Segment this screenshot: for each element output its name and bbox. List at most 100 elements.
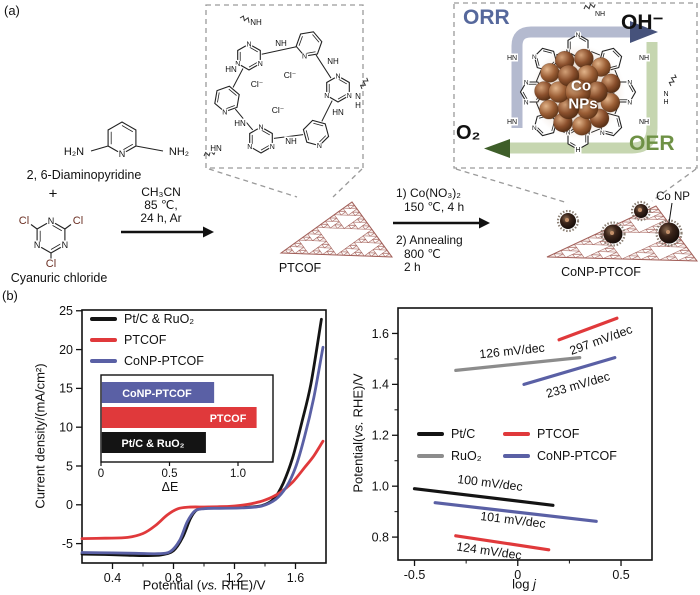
fractal-cell <box>318 237 328 242</box>
fractal-cell <box>583 240 594 246</box>
fractal-cell <box>336 224 345 229</box>
co-np-highlight <box>638 208 642 212</box>
tafel-xlabel-j: j <box>533 576 536 592</box>
inset-terminal-h: H <box>663 99 668 106</box>
inset-nh-label: HN <box>507 55 517 62</box>
oer-arrowhead <box>484 139 510 158</box>
orr-arrow-band <box>511 26 630 128</box>
circle-gfx <box>256 59 264 68</box>
line-gfx <box>234 108 254 131</box>
line-gfx <box>260 144 270 151</box>
panel-b-label: (b) <box>2 288 18 303</box>
dashed-line <box>208 168 298 198</box>
fractal-cell <box>312 247 321 252</box>
atom-n-label: N <box>600 130 605 137</box>
macrocycle-box <box>205 4 364 169</box>
step1-condition-solvent: CH₃CN <box>141 185 181 199</box>
line-gfx <box>225 105 235 110</box>
legend-label-ptc-ruo2: Pt/C & RuO₂ <box>124 312 195 326</box>
co-np-highlight <box>666 230 670 234</box>
orr-arrowhead <box>630 21 658 43</box>
chloride-label: Cl⁻ <box>284 70 297 80</box>
fractal-cell <box>357 235 367 240</box>
circle-gfx <box>300 52 309 60</box>
reaction-arrowhead <box>203 226 214 238</box>
step1-condition-temp: 85 ℃, <box>144 198 178 212</box>
line-gfx <box>612 50 620 58</box>
line-gfx <box>305 51 316 54</box>
co-cluster-sphere <box>565 79 591 105</box>
y-tick-label: 20 <box>59 343 73 357</box>
fractal-cell <box>329 224 338 229</box>
circle-gfx <box>323 91 331 100</box>
fractal-cell <box>644 249 655 254</box>
fractal-cell <box>360 238 369 244</box>
fractal-cell <box>357 225 366 230</box>
inset-bar-pt-c-ruo- <box>101 432 206 453</box>
fractal-cell <box>326 247 335 252</box>
circle-gfx <box>530 124 538 131</box>
line-gfx <box>248 61 258 68</box>
atom-n-label: N <box>48 216 55 226</box>
fractal-cell <box>645 225 656 230</box>
line-gfx <box>522 91 528 100</box>
tafel-line-conp-ptcof-orr <box>433 501 598 523</box>
lsv-xlabel-part2: RHE)/V <box>217 577 266 593</box>
fractal-cell <box>604 244 615 249</box>
legend-swatch-ptc-ruo2 <box>90 317 117 321</box>
circle-gfx <box>246 142 254 151</box>
inset-bar-label: PTCOF <box>210 413 247 425</box>
bridge-nh-label: HN <box>234 119 246 128</box>
bridge-nh-label: HN <box>225 65 237 74</box>
co-np-highlight <box>565 218 569 222</box>
line-gfx <box>273 134 304 139</box>
reactant2-name: Cyanuric chloride <box>10 271 108 285</box>
circle-gfx <box>626 98 634 106</box>
atom-n-label: N <box>627 99 632 106</box>
circle-gfx <box>574 146 582 153</box>
inset-terminal-n: N <box>663 91 668 98</box>
bridge-nh-label: NH <box>275 39 287 48</box>
fractal-cell <box>316 244 326 249</box>
line-gfx <box>312 34 320 43</box>
co-np-callout-line <box>668 202 673 224</box>
oer-label: OER <box>629 132 675 155</box>
lsv-xlabel: Potential (vs. RHE)/V <box>143 578 266 593</box>
line-gfx <box>536 126 544 134</box>
fractal-cell <box>648 229 659 234</box>
line-gfx <box>315 54 332 79</box>
legend-swatch-ruo2 <box>417 454 444 458</box>
reaction-arrowhead <box>479 217 490 229</box>
line-gfx <box>298 36 303 46</box>
line-gfx <box>217 92 220 103</box>
fractal-cell <box>304 236 314 242</box>
atom-n-label: N <box>532 54 537 61</box>
x-tick-label: -0.5 <box>404 568 426 582</box>
circle-gfx <box>522 78 530 86</box>
fractal-cell <box>367 249 377 254</box>
line-gfx <box>543 50 552 54</box>
fractal-cell <box>343 224 352 230</box>
fractal-cell <box>572 250 583 255</box>
fractal-cell <box>340 248 349 253</box>
fractal-cell <box>666 253 677 258</box>
bridge-nh-label: NH <box>285 137 297 146</box>
oer-arrow-band <box>510 42 658 154</box>
fractal-cell <box>647 252 658 257</box>
circle-gfx <box>530 53 538 60</box>
legend-row-ptcof2: PTCOF <box>503 427 617 441</box>
fractal-cell <box>331 217 340 222</box>
circle-gfx <box>257 123 265 131</box>
co-np-shell <box>630 200 652 222</box>
co-cluster-sphere <box>540 63 560 83</box>
line-gfx <box>228 88 237 96</box>
line-gfx <box>337 93 347 100</box>
terminal-hn-label: HN <box>210 144 222 153</box>
fractal-cell <box>367 239 376 244</box>
legend-swatch-ptc <box>417 432 444 436</box>
inset-nh-label: NH <box>639 55 649 62</box>
circle-gfx <box>522 98 530 106</box>
legend-row-ptc-ruo2: Pt/C & RuO₂ <box>90 312 204 326</box>
line-gfx <box>313 122 324 127</box>
tafel-xlabel-part1: log <box>512 576 534 592</box>
